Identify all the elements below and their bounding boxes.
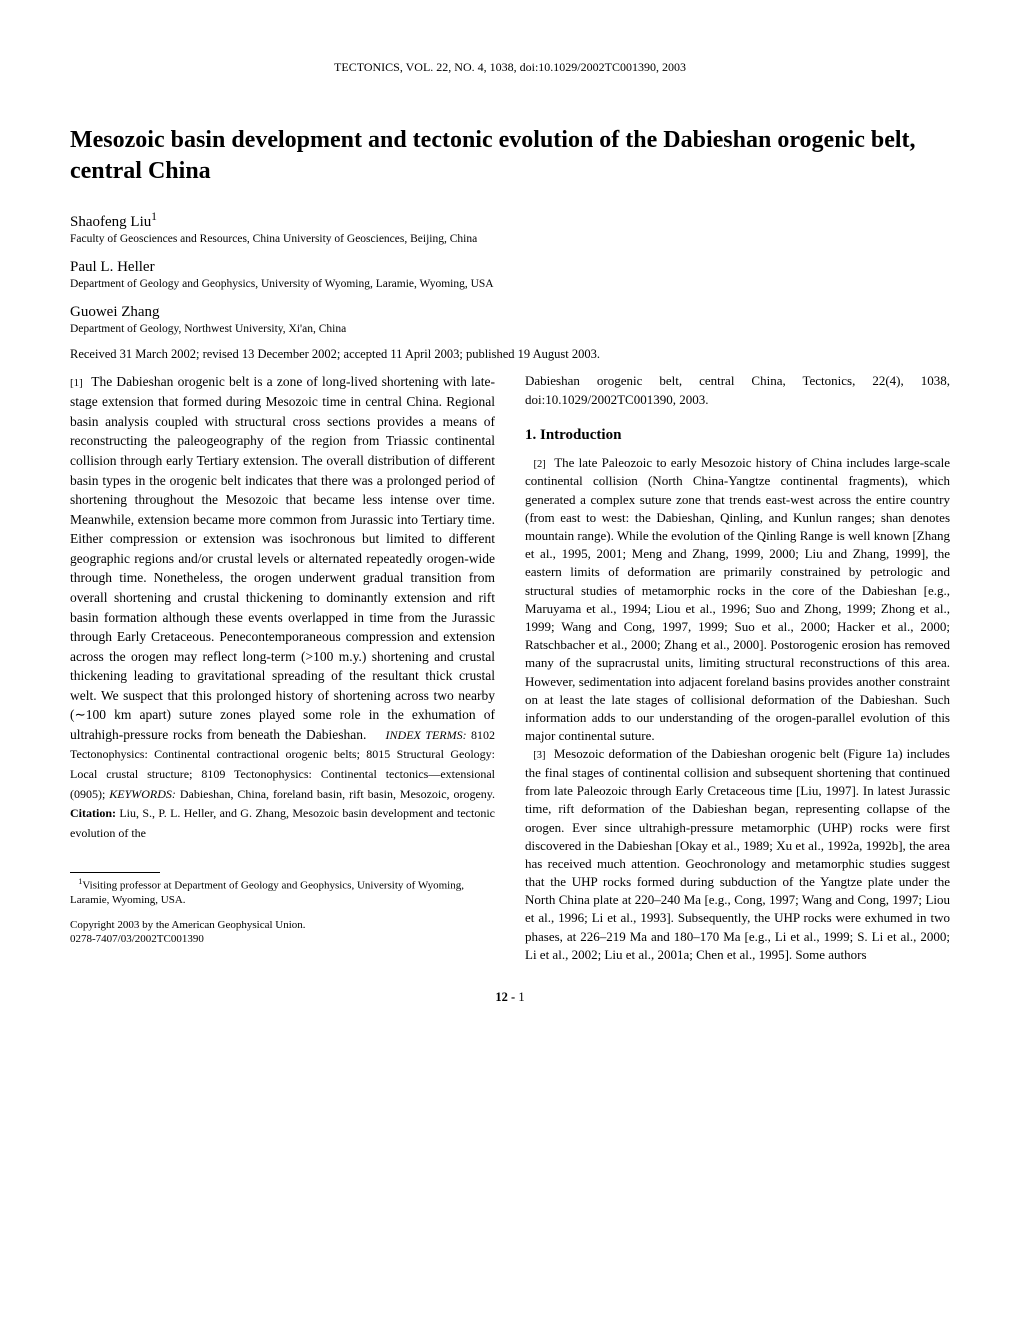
citation-text-left: Liu, S., P. L. Heller, and G. Zhang, Mes… [70,806,495,840]
author-affiliation-2: Department of Geology, Northwest Univers… [70,323,950,335]
author-name-2: Guowei Zhang [70,304,950,321]
keywords-text: Dabieshan, China, foreland basin, rift b… [176,787,495,801]
running-header: TECTONICS, VOL. 22, NO. 4, 1038, doi:10.… [70,60,950,75]
article-dates: Received 31 March 2002; revised 13 Decem… [70,347,950,362]
para-3: [3] Mesozoic deformation of the Dabiesha… [525,745,950,964]
section-heading-1: 1. Introduction [525,427,950,444]
index-terms-label: INDEX TERMS: [386,728,467,742]
copyright-line-1: Copyright 2003 by the American Geophysic… [70,918,495,932]
footnote-1-text: Visiting professor at Department of Geol… [70,880,464,906]
author-affiliation-1: Department of Geology and Geophysics, Un… [70,278,950,290]
footnote-1: 1Visiting professor at Department of Geo… [70,877,495,907]
abstract-block: [1] The Dabieshan orogenic belt is a zon… [70,372,495,842]
para-3-text: Mesozoic deformation of the Dabieshan or… [525,746,950,962]
author-affiliation-0: Faculty of Geosciences and Resources, Ch… [70,233,950,245]
footnote-separator [70,872,160,873]
author-name-text-1: Paul L. Heller [70,259,155,275]
author-name-text-0: Shaofeng Liu [70,214,151,230]
left-column: [1] The Dabieshan orogenic belt is a zon… [70,372,495,964]
two-column-layout: [1] The Dabieshan orogenic belt is a zon… [70,372,950,964]
page-number: 12 - 1 [70,990,950,1005]
author-name-text-2: Guowei Zhang [70,304,160,320]
page-number-value: 1 [518,990,524,1004]
para-num-2: [2] [533,459,545,470]
author-name-1: Paul L. Heller [70,259,950,276]
author-sup-0: 1 [151,211,157,223]
para-num-1: [1] [70,377,83,389]
author-name-0: Shaofeng Liu1 [70,211,950,231]
citation-text-right: Dabieshan orogenic belt, central China, … [525,372,950,408]
copyright-line-2: 0278-7407/03/2002TC001390 [70,932,495,946]
para-2-text: The late Paleozoic to early Mesozoic his… [525,455,950,743]
abstract-text: The Dabieshan orogenic belt is a zone of… [70,374,495,742]
right-column: Dabieshan orogenic belt, central China, … [525,372,950,964]
citation-label: Citation: [70,806,116,820]
citation-continuation: Dabieshan orogenic belt, central China, … [525,373,950,406]
para-num-3: [3] [533,750,545,761]
para-2: [2] The late Paleozoic to early Mesozoic… [525,454,950,746]
keywords-label: KEYWORDS: [109,787,176,801]
article-title: Mesozoic basin development and tectonic … [70,125,950,187]
page-number-prefix: 12 - [495,990,518,1004]
